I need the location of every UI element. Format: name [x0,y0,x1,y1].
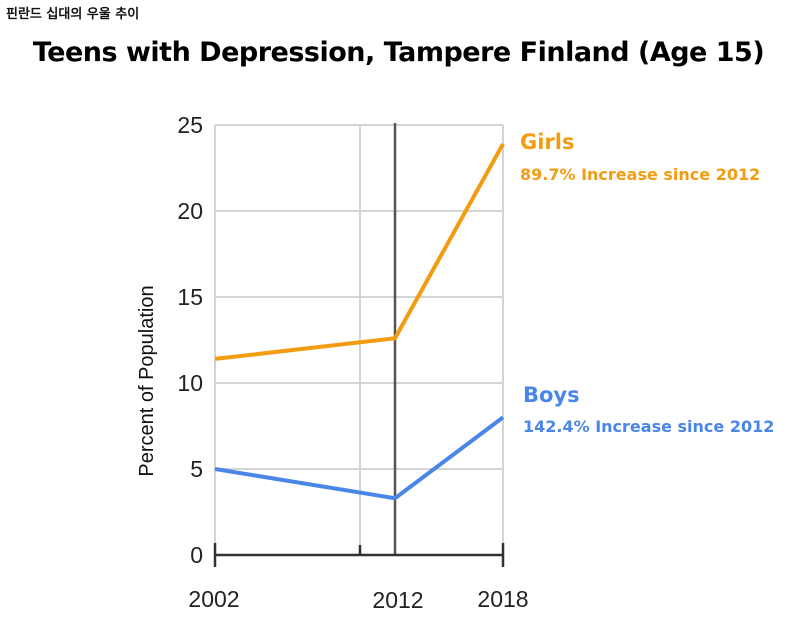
series-name-boys: Boys [523,383,580,407]
y-tick-label: 0 [190,542,203,568]
series-lines [214,142,505,501]
y-tick-label: 15 [177,284,203,310]
y-axis-title: Percent of Population [136,285,158,476]
x-tick-label: 2012 [372,587,423,613]
series-annotation-boys: 142.4% Increase since 2012 [523,417,774,436]
x-tick-label: 2018 [477,586,528,612]
series-line-boys [214,415,505,501]
series-labels: Girls 89.7% Increase since 2012 Boys 142.4%… [520,130,774,436]
series-annotation-girls: 89.7% Increase since 2012 [520,165,760,184]
caption: 핀란드 십대의 우울 추이 [6,7,140,22]
series-line-girls [214,142,505,361]
y-tick-label: 5 [190,456,203,482]
y-tick-label: 10 [177,370,203,396]
y-tick-label: 25 [177,112,203,138]
tick-labels: 0 5 10 15 20 25 2002 2012 2018 [177,112,528,613]
grid [214,124,504,555]
x-tick-label: 2002 [188,586,239,612]
y-tick-label: 20 [177,198,203,224]
series-name-girls: Girls [520,130,575,154]
chart-title: Teens with Depression, Tampere Finland (… [32,37,765,68]
